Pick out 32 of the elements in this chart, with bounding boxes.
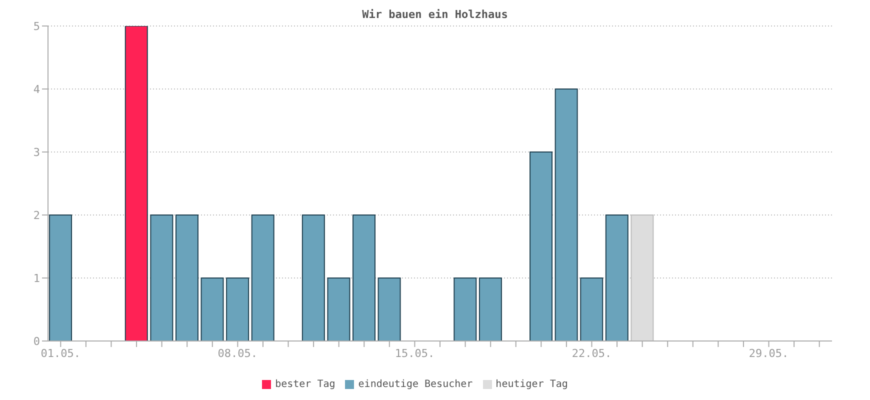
x-tick-label: 01.05.: [40, 346, 81, 360]
chart-title: Wir bauen ein Holzhaus: [362, 8, 508, 21]
y-tick-label: 2: [33, 208, 40, 222]
bar: [150, 214, 174, 341]
y-tick-label: 5: [33, 20, 40, 33]
x-tick-label: 29.05.: [748, 346, 789, 360]
y-tick-label: 4: [33, 82, 40, 96]
bar: [554, 88, 578, 341]
bar: [580, 278, 604, 341]
y-tick-label: 1: [33, 272, 40, 285]
bar: [226, 278, 250, 341]
x-tick-label: 15.05.: [394, 346, 435, 360]
legend-label: heutiger Tag: [496, 379, 568, 390]
bar: [302, 214, 325, 341]
legend-label: eindeutige Besucher: [358, 379, 473, 390]
bar: [454, 278, 477, 341]
bar: [251, 214, 274, 341]
x-tick-label: 08.05.: [218, 346, 258, 360]
y-tick-label: 0: [33, 334, 40, 348]
bar: [49, 214, 72, 341]
bar: [478, 278, 502, 341]
bar: [530, 152, 553, 341]
bar: [378, 278, 401, 341]
y-tick-label: 3: [33, 146, 40, 159]
bar: [352, 214, 376, 341]
x-tick-label: 22.05.: [572, 346, 612, 360]
bar: [124, 26, 148, 341]
bar: [327, 278, 350, 341]
bar: [605, 214, 628, 341]
bar: [175, 214, 198, 341]
bar: [200, 278, 224, 341]
legend-label: bester Tag: [275, 379, 336, 390]
